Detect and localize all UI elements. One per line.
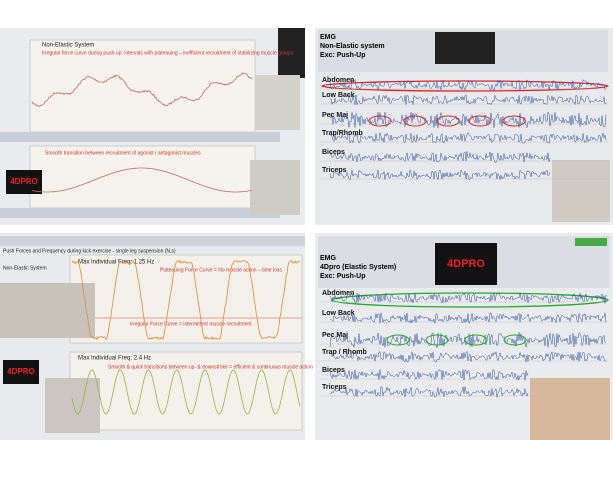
photo <box>552 160 610 222</box>
button[interactable] <box>575 238 607 246</box>
highlight <box>502 115 526 127</box>
status-bar <box>0 132 280 142</box>
channel-label: Trap / Rhomb <box>322 349 367 356</box>
logo-box <box>3 360 39 384</box>
trace <box>329 332 607 349</box>
logo: 4DPRO <box>447 258 485 270</box>
photo <box>45 378 100 433</box>
bezel <box>278 28 305 78</box>
logo: 4DPRO <box>7 367 35 376</box>
channel-label: Trap/Rhomb <box>322 130 363 137</box>
title: Non-Elastic System <box>3 265 47 271</box>
freq: Max Individual Freq: 1.25 Hz <box>78 260 154 266</box>
note: Plateauing Force Curve = No muscle actio… <box>160 267 282 273</box>
header-text: EMG <box>320 255 337 262</box>
trace <box>31 72 253 107</box>
trace <box>31 167 253 193</box>
highlight <box>468 115 492 127</box>
logo-box <box>6 170 42 194</box>
channel-label: Pec Maj <box>322 112 348 119</box>
note: Irregular Force Curve = intermittent mus… <box>130 321 252 327</box>
trace <box>71 259 301 341</box>
highlight <box>331 292 609 308</box>
trace <box>329 369 529 381</box>
photo <box>0 283 95 338</box>
channel-label: Biceps <box>322 367 345 374</box>
highlight <box>403 115 427 127</box>
channel-label: Triceps <box>322 384 347 391</box>
note: Irregular force curve during push-up: in… <box>42 50 294 56</box>
toolbar-text: Push Forces and Frequency during kick ex… <box>3 248 176 254</box>
channel-label: Abdomen <box>322 290 354 297</box>
header-text: 4Dpro (Elastic System) <box>320 264 396 271</box>
note: Smooth & quick transitions between up- &… <box>108 364 313 370</box>
plot-bottom <box>29 145 256 209</box>
trace <box>329 132 607 144</box>
note: Smooth transition between recruitment of… <box>45 150 201 156</box>
toolbar <box>0 236 305 246</box>
photo <box>530 378 610 440</box>
logo: 4DPRO <box>10 177 38 186</box>
trace <box>329 292 607 304</box>
highlight <box>436 115 460 127</box>
header-text: Exc: Push-Up <box>320 273 366 280</box>
trace <box>71 369 301 415</box>
highlight <box>425 334 449 346</box>
highlight <box>386 334 410 346</box>
channel-label: Triceps <box>322 167 347 174</box>
status-bar <box>0 208 280 218</box>
channel-label: Biceps <box>322 149 345 156</box>
trace <box>329 94 607 106</box>
trace <box>329 151 551 163</box>
photo <box>250 160 300 215</box>
channel-label: Low Back <box>322 92 355 99</box>
highlight <box>503 334 527 346</box>
trace <box>329 386 529 398</box>
trace <box>329 350 607 363</box>
trace <box>329 312 607 324</box>
trace <box>329 169 551 181</box>
freq: Max Individual Freq: 2.4 Hz <box>78 356 151 362</box>
plot-bottom <box>69 351 303 431</box>
header-text: EMG <box>320 34 337 41</box>
channel-label: Low Back <box>322 310 355 317</box>
header-text: Exc: Push-Up <box>320 52 366 59</box>
trace <box>329 78 607 92</box>
header-text: Non-Elastic system <box>320 43 385 50</box>
highlight <box>321 80 609 92</box>
title: Non-Elastic System <box>42 43 94 49</box>
logo-box <box>435 243 497 285</box>
highlight <box>368 115 392 127</box>
channel-label: Pec Maj <box>322 332 348 339</box>
display <box>435 32 495 64</box>
photo <box>255 75 300 130</box>
channel-label: Abdomen <box>322 77 354 84</box>
highlight <box>464 334 488 346</box>
